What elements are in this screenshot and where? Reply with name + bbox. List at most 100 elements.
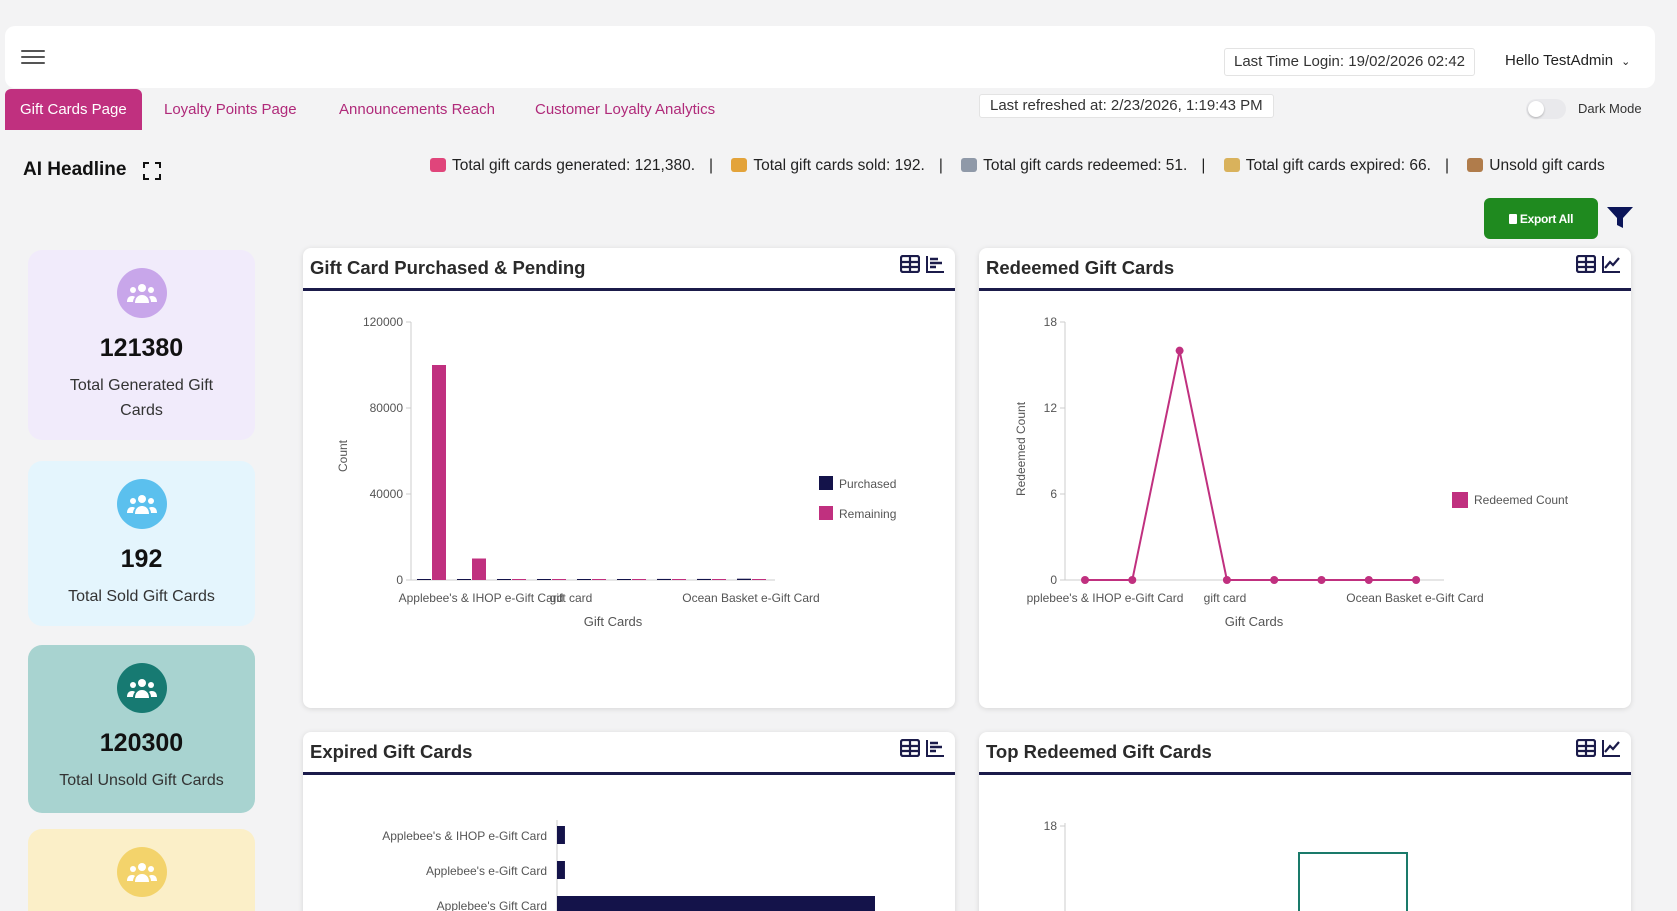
- user-greeting: Hello TestAdmin: [1505, 52, 1614, 69]
- y-tick-label: 18: [1044, 315, 1058, 329]
- data-point: [1270, 576, 1279, 584]
- ticker-separator: |: [1201, 157, 1206, 174]
- line-chart-icon[interactable]: [1601, 739, 1621, 757]
- bar: [617, 579, 631, 580]
- hourglass-icon: [1223, 158, 1240, 172]
- tab-gift-cards[interactable]: Gift Cards Page: [5, 89, 142, 130]
- y-tick-label: Applebee's e-Gift Card: [426, 864, 547, 878]
- legend-label: Redeemed Count: [1474, 493, 1569, 507]
- stat-card-unsold: 120300 Total Unsold Gift Cards: [28, 645, 255, 813]
- table-view-icon[interactable]: [1576, 255, 1596, 273]
- legend-swatch: [819, 476, 833, 490]
- top-redeemed-chart: 18: [1044, 819, 1408, 911]
- bar: [557, 896, 875, 911]
- bar: [557, 861, 565, 879]
- stat-value: 121380: [99, 334, 184, 362]
- bar: [752, 579, 766, 580]
- x-tick-label: gift card: [1204, 591, 1247, 605]
- headline-ticker: Total gift cards generated: 121,380. | To…: [430, 157, 1645, 181]
- table-view-icon[interactable]: [1576, 739, 1596, 757]
- bar: [697, 578, 711, 580]
- export-all-button[interactable]: Export All: [1484, 198, 1598, 239]
- data-point: [1412, 576, 1421, 584]
- users-icon: [116, 268, 167, 318]
- panel-tools: [1576, 255, 1621, 273]
- bar: [672, 579, 686, 580]
- purchased-pending-chart: 0 40000 80000 120000 Applebee's & IHOP e-Gif…: [336, 315, 896, 629]
- stat-label: Total Sold Gift Cards: [68, 588, 215, 605]
- dark-mode-label: Dark Mode: [1578, 101, 1642, 116]
- ticker-item: Unsold gift cards: [1467, 157, 1605, 175]
- money-bag-icon: [731, 158, 748, 172]
- y-tick-label: 12: [1044, 401, 1058, 415]
- user-menu[interactable]: Hello TestAdmin ⌄: [1505, 52, 1630, 69]
- data-point: [1317, 576, 1326, 584]
- panel-redeemed: Redeemed Gift Cards 0 6 12 18 pplebee's & IH…: [979, 248, 1631, 708]
- stat-label: Total Unsold Gift Cards: [59, 772, 224, 789]
- x-tick-label: Ocean Basket e-Gift Card: [682, 591, 819, 605]
- panel-header: Redeemed Gift Cards: [979, 248, 1631, 291]
- panel-header: Expired Gift Cards: [303, 732, 955, 775]
- y-tick-label: 0: [396, 573, 403, 587]
- y-tick-label: Applebee's Gift Card: [437, 899, 547, 911]
- legend-label: Remaining: [839, 507, 896, 521]
- stat-card-sold: 192 Total Sold Gift Cards: [28, 461, 255, 626]
- x-tick-label: pplebee's & IHOP e-Gift Card: [1027, 591, 1184, 605]
- users-icon: [116, 479, 167, 529]
- tab-loyalty-points[interactable]: Loyalty Points Page: [164, 101, 297, 118]
- table-view-icon[interactable]: [900, 739, 920, 757]
- stat-value: 120300: [99, 729, 184, 757]
- redeemed-chart: 0 6 12 18 pplebee's & IHOP e-Gift Card gift c…: [1014, 315, 1569, 629]
- expand-icon[interactable]: [142, 161, 162, 181]
- menu-icon[interactable]: [21, 50, 45, 68]
- filter-icon[interactable]: [1606, 206, 1634, 230]
- bar-chart-icon[interactable]: [925, 255, 945, 273]
- panel-title: Gift Card Purchased & Pending: [310, 257, 586, 278]
- bar: [537, 579, 551, 580]
- legend-swatch: [819, 506, 833, 520]
- panel-title: Top Redeemed Gift Cards: [986, 741, 1212, 762]
- dark-mode-toggle[interactable]: [1526, 99, 1566, 119]
- stat-card-generated: 121380 Total Generated Gift Cards: [28, 250, 255, 440]
- panel-title: Redeemed Gift Cards: [986, 257, 1175, 278]
- data-point: [1364, 576, 1373, 584]
- panel-tools: [900, 739, 945, 757]
- bar: [472, 558, 486, 580]
- ticker-separator: |: [709, 157, 714, 174]
- panel-title: Expired Gift Cards: [310, 741, 473, 762]
- legend-label: Purchased: [839, 477, 896, 491]
- panel-purchased-pending: Gift Card Purchased & Pending 0 40000 8000…: [303, 248, 955, 708]
- bar: [592, 579, 606, 580]
- box-icon: [1467, 158, 1484, 172]
- toggle-knob: [1528, 101, 1544, 117]
- x-tick-label: Ocean Basket e-Gift Card: [1346, 591, 1483, 605]
- bar: [737, 578, 751, 580]
- ticker-item: Total gift cards sold: 192.: [731, 157, 925, 175]
- data-point: [1128, 576, 1137, 584]
- bar-chart-icon[interactable]: [925, 739, 945, 757]
- cart-icon: [961, 158, 978, 172]
- panel-top-redeemed: Top Redeemed Gift Cards 18: [979, 732, 1631, 911]
- panel-expired: Expired Gift Cards Applebee's & IHOP e-G…: [303, 732, 955, 911]
- expired-chart: Applebee's & IHOP e-Gift Card Applebee's …: [382, 820, 875, 911]
- y-tick-label: 0: [1050, 573, 1057, 587]
- bar: [417, 579, 431, 580]
- document-icon: [1508, 213, 1517, 224]
- tab-customer-loyalty-analytics[interactable]: Customer Loyalty Analytics: [535, 101, 716, 118]
- table-view-icon[interactable]: [900, 255, 920, 273]
- gift-card-icon: [430, 158, 446, 172]
- last-login: Last Time Login: 19/02/2026 02:42: [1224, 48, 1476, 76]
- stat-card-fourth: [28, 829, 255, 911]
- x-tick-label: Applebee's & IHOP e-Gift Card: [399, 591, 564, 605]
- tab-announcements-reach[interactable]: Announcements Reach: [339, 101, 495, 118]
- panel-tools: [900, 255, 945, 273]
- x-axis-label: Gift Cards: [1225, 614, 1284, 629]
- y-tick-label: 18: [1044, 819, 1058, 833]
- bar: [712, 579, 726, 580]
- y-tick-label: 80000: [370, 401, 404, 415]
- ai-headline-title: AI Headline: [23, 159, 127, 180]
- bar: [577, 579, 591, 580]
- data-point: [1081, 576, 1089, 584]
- bar: [1298, 852, 1408, 911]
- line-chart-icon[interactable]: [1601, 255, 1621, 273]
